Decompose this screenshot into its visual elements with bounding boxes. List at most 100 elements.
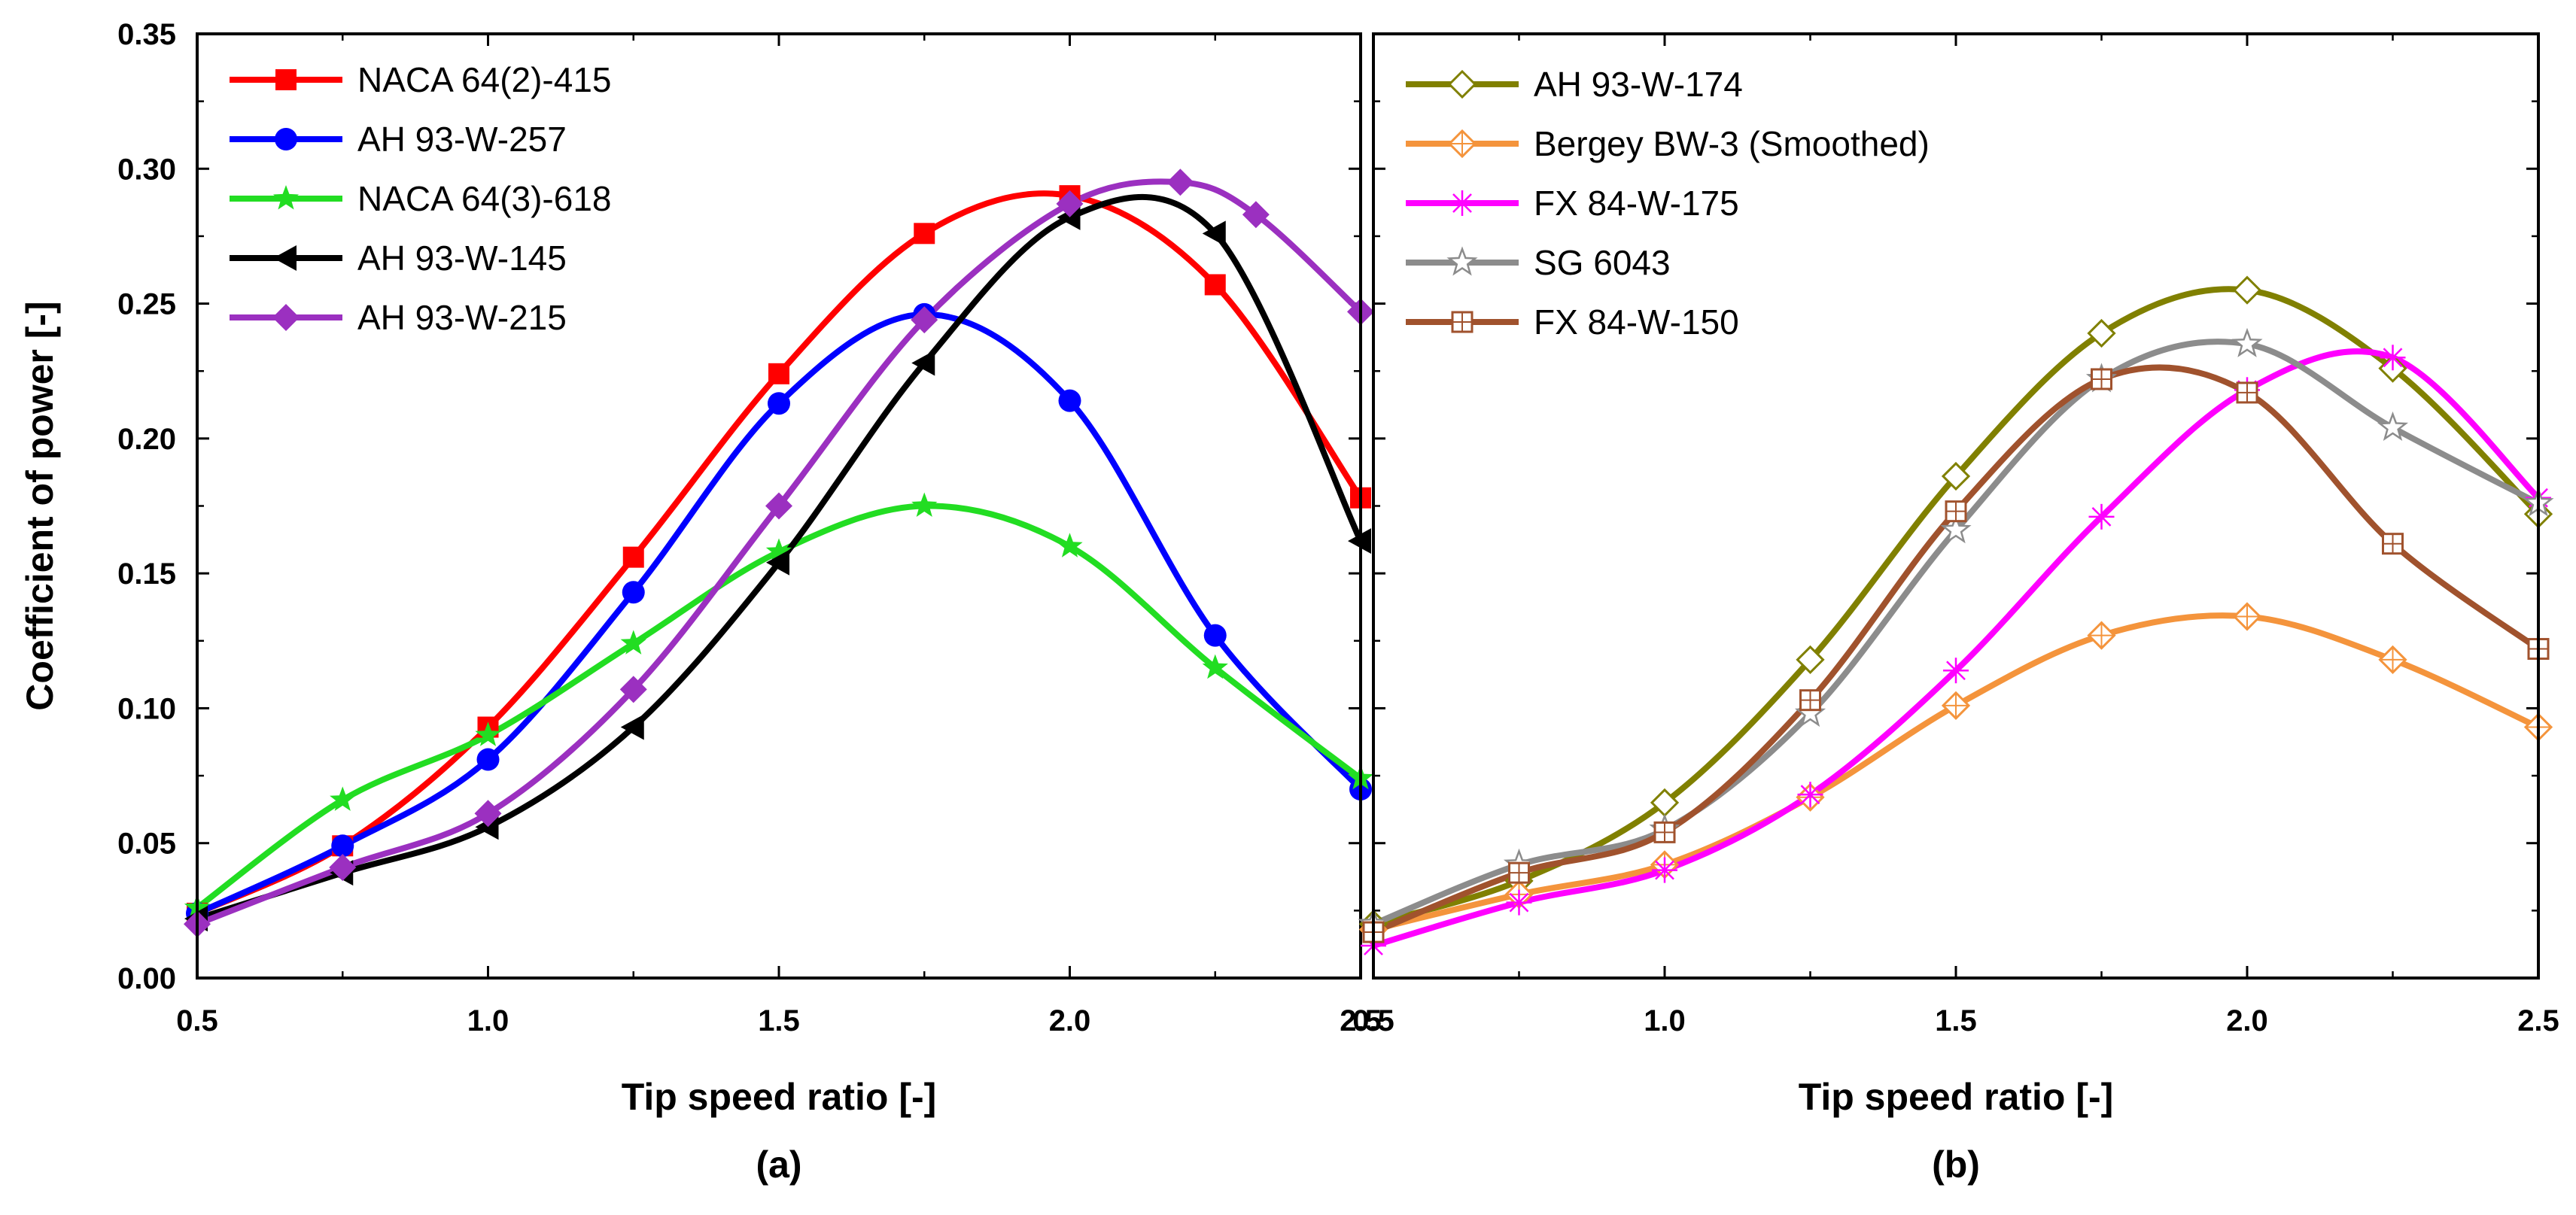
data-point-fx-84-w-175 [2088, 503, 2115, 530]
y-tick-label: 0.30 [117, 153, 176, 186]
legend-swatch-marker [275, 128, 297, 150]
data-point-sg-6043 [2377, 411, 2409, 442]
panel-label: (a) [756, 1144, 801, 1186]
marker-group [1358, 275, 2554, 958]
legend-label: NACA 64(3)-618 [357, 179, 612, 218]
data-point-naca-64-2-415 [1204, 274, 1226, 296]
marker-group [184, 169, 1374, 938]
series-line-sg-6043 [1373, 339, 2538, 928]
x-axis-title: Tip speed ratio [-] [622, 1076, 937, 1118]
legend-swatch-marker [273, 245, 297, 271]
data-point-naca-64-3-618 [1202, 654, 1228, 679]
legend-swatch-marker [1446, 246, 1478, 276]
panel-a: 0.5 1.0 1.5 2.0 2.50.000.050.100.150.200.250… [19, 18, 1382, 1186]
legend-item: AH 93-W-174 [1406, 65, 1743, 104]
y-tick-label: 0.35 [117, 18, 176, 51]
data-point-ah-93-w-257 [331, 834, 354, 858]
data-point-fx-84-w-175 [2380, 345, 2406, 371]
data-point-naca-64-3-618 [475, 721, 501, 746]
data-point-ah-93-w-257 [768, 392, 790, 415]
data-point-bergey-bw-3-smoothed [2087, 621, 2116, 650]
x-tick-label: 2.0 [2226, 1004, 2268, 1037]
y-tick-label: 0.15 [117, 557, 176, 591]
legend-label: NACA 64(2)-415 [357, 60, 612, 99]
legend-label: AH 93-W-257 [357, 120, 567, 159]
legend-label: FX 84-W-150 [1534, 302, 1739, 342]
legend-item: AH 93-W-257 [230, 120, 567, 159]
data-point-ah-93-w-215 [1166, 169, 1194, 196]
data-point-fx-84-w-150 [2236, 381, 2258, 404]
legend-swatch-marker [1447, 69, 1477, 99]
data-point-fx-84-w-150 [2382, 533, 2404, 555]
data-point-fx-84-w-150 [1945, 500, 1967, 523]
data-point-ah-93-w-215 [619, 676, 647, 703]
legend-label: AH 93-W-145 [357, 238, 567, 278]
data-point-fx-84-w-150 [2091, 368, 2112, 390]
data-point-naca-64-3-618 [911, 492, 938, 518]
legend-swatch-marker [272, 304, 300, 331]
x-tick-label: 1.0 [467, 1004, 509, 1037]
data-point-fx-84-w-175 [1943, 658, 1969, 684]
y-ticks: 0.00 0.05 0.10 0.15 0.20 0.25 0.30 0.35 [117, 18, 1361, 995]
x-tick-label: 0.5 [176, 1004, 218, 1037]
data-point-ah-93-w-145 [766, 549, 789, 576]
data-point-ah-93-w-174 [1941, 461, 1971, 491]
data-point-ah-93-w-215 [329, 853, 357, 881]
legend-label: AH 93-W-215 [357, 298, 567, 337]
data-point-ah-93-w-174 [2087, 318, 2116, 348]
legend: AH 93-W-174 Bergey BW-3 (Smoothed) FX 84-W… [1406, 65, 1930, 342]
data-point-ah-93-w-215 [1056, 190, 1084, 217]
legend-item: AH 93-W-145 [230, 238, 567, 278]
y-tick-label: 0.20 [117, 423, 176, 456]
series-line-ah-93-w-174 [1373, 286, 2538, 928]
data-point-naca-64-3-618 [330, 786, 356, 811]
x-tick-label: 2.5 [1340, 1004, 1382, 1037]
panel-b: 0.5 1.0 1.5 2.0 2.5 AH 93-W-174 Bergey BW-3 (S… [1352, 32, 2559, 1186]
data-point-ah-93-w-215 [1242, 201, 1270, 229]
y-tick-label: 0.25 [117, 288, 176, 321]
data-point-ah-93-w-257 [1058, 389, 1081, 412]
data-point-bergey-bw-3-smoothed [1941, 691, 1971, 720]
data-point-ah-93-w-215 [911, 306, 938, 334]
x-tick-label: 2.5 [2517, 1004, 2559, 1037]
legend-item: FX 84-W-150 [1406, 302, 1739, 342]
data-point-naca-64-3-618 [1057, 533, 1083, 557]
series-line-ah-93-w-145 [197, 193, 1361, 922]
x-tick-label: 1.5 [1935, 1004, 1977, 1037]
legend-label: AH 93-W-174 [1534, 65, 1743, 104]
data-point-ah-93-w-257 [622, 581, 645, 604]
legend-swatch-marker [1449, 190, 1475, 216]
series-line-ah-93-w-215 [197, 178, 1361, 928]
data-point-ah-93-w-257 [1203, 624, 1227, 647]
plot-frame [1372, 32, 2540, 980]
data-point-ah-93-w-215 [474, 800, 502, 828]
legend-item: NACA 64(2)-415 [230, 60, 612, 99]
x-tick-label: 0.5 [1352, 1004, 1394, 1037]
y-axis-title: Coefficient of power [-] [19, 301, 61, 710]
data-point-naca-64-3-618 [620, 630, 646, 655]
data-point-naca-64-2-415 [914, 223, 935, 245]
legend-label: SG 6043 [1534, 243, 1671, 282]
legend-item: SG 6043 [1406, 243, 1671, 282]
legend-swatch-marker [1451, 311, 1474, 333]
data-point-ah-93-w-145 [620, 714, 644, 740]
data-point-fx-84-w-150 [1653, 821, 1676, 843]
data-point-fx-84-w-150 [1508, 861, 1530, 884]
data-point-ah-93-w-174 [1796, 645, 1825, 675]
data-point-fx-84-w-175 [1797, 782, 1823, 808]
y-tick-label: 0.10 [117, 692, 176, 725]
data-point-fx-84-w-175 [1506, 889, 1532, 916]
legend-swatch-marker [272, 185, 300, 210]
data-point-ah-93-w-215 [765, 492, 792, 520]
data-point-ah-93-w-174 [2232, 275, 2262, 305]
x-tick-label: 1.5 [758, 1004, 800, 1037]
x-tick-label: 1.0 [1644, 1004, 1686, 1037]
y-tick-label: 0.00 [117, 962, 176, 995]
data-point-bergey-bw-3-smoothed [2232, 602, 2262, 631]
data-point-naca-64-2-415 [768, 363, 789, 384]
x-ticks: 0.5 1.0 1.5 2.0 2.5 [1352, 34, 2559, 1037]
x-tick-label: 2.0 [1049, 1004, 1091, 1037]
legend-label: FX 84-W-175 [1534, 184, 1739, 223]
legend-item: AH 93-W-215 [230, 298, 567, 337]
